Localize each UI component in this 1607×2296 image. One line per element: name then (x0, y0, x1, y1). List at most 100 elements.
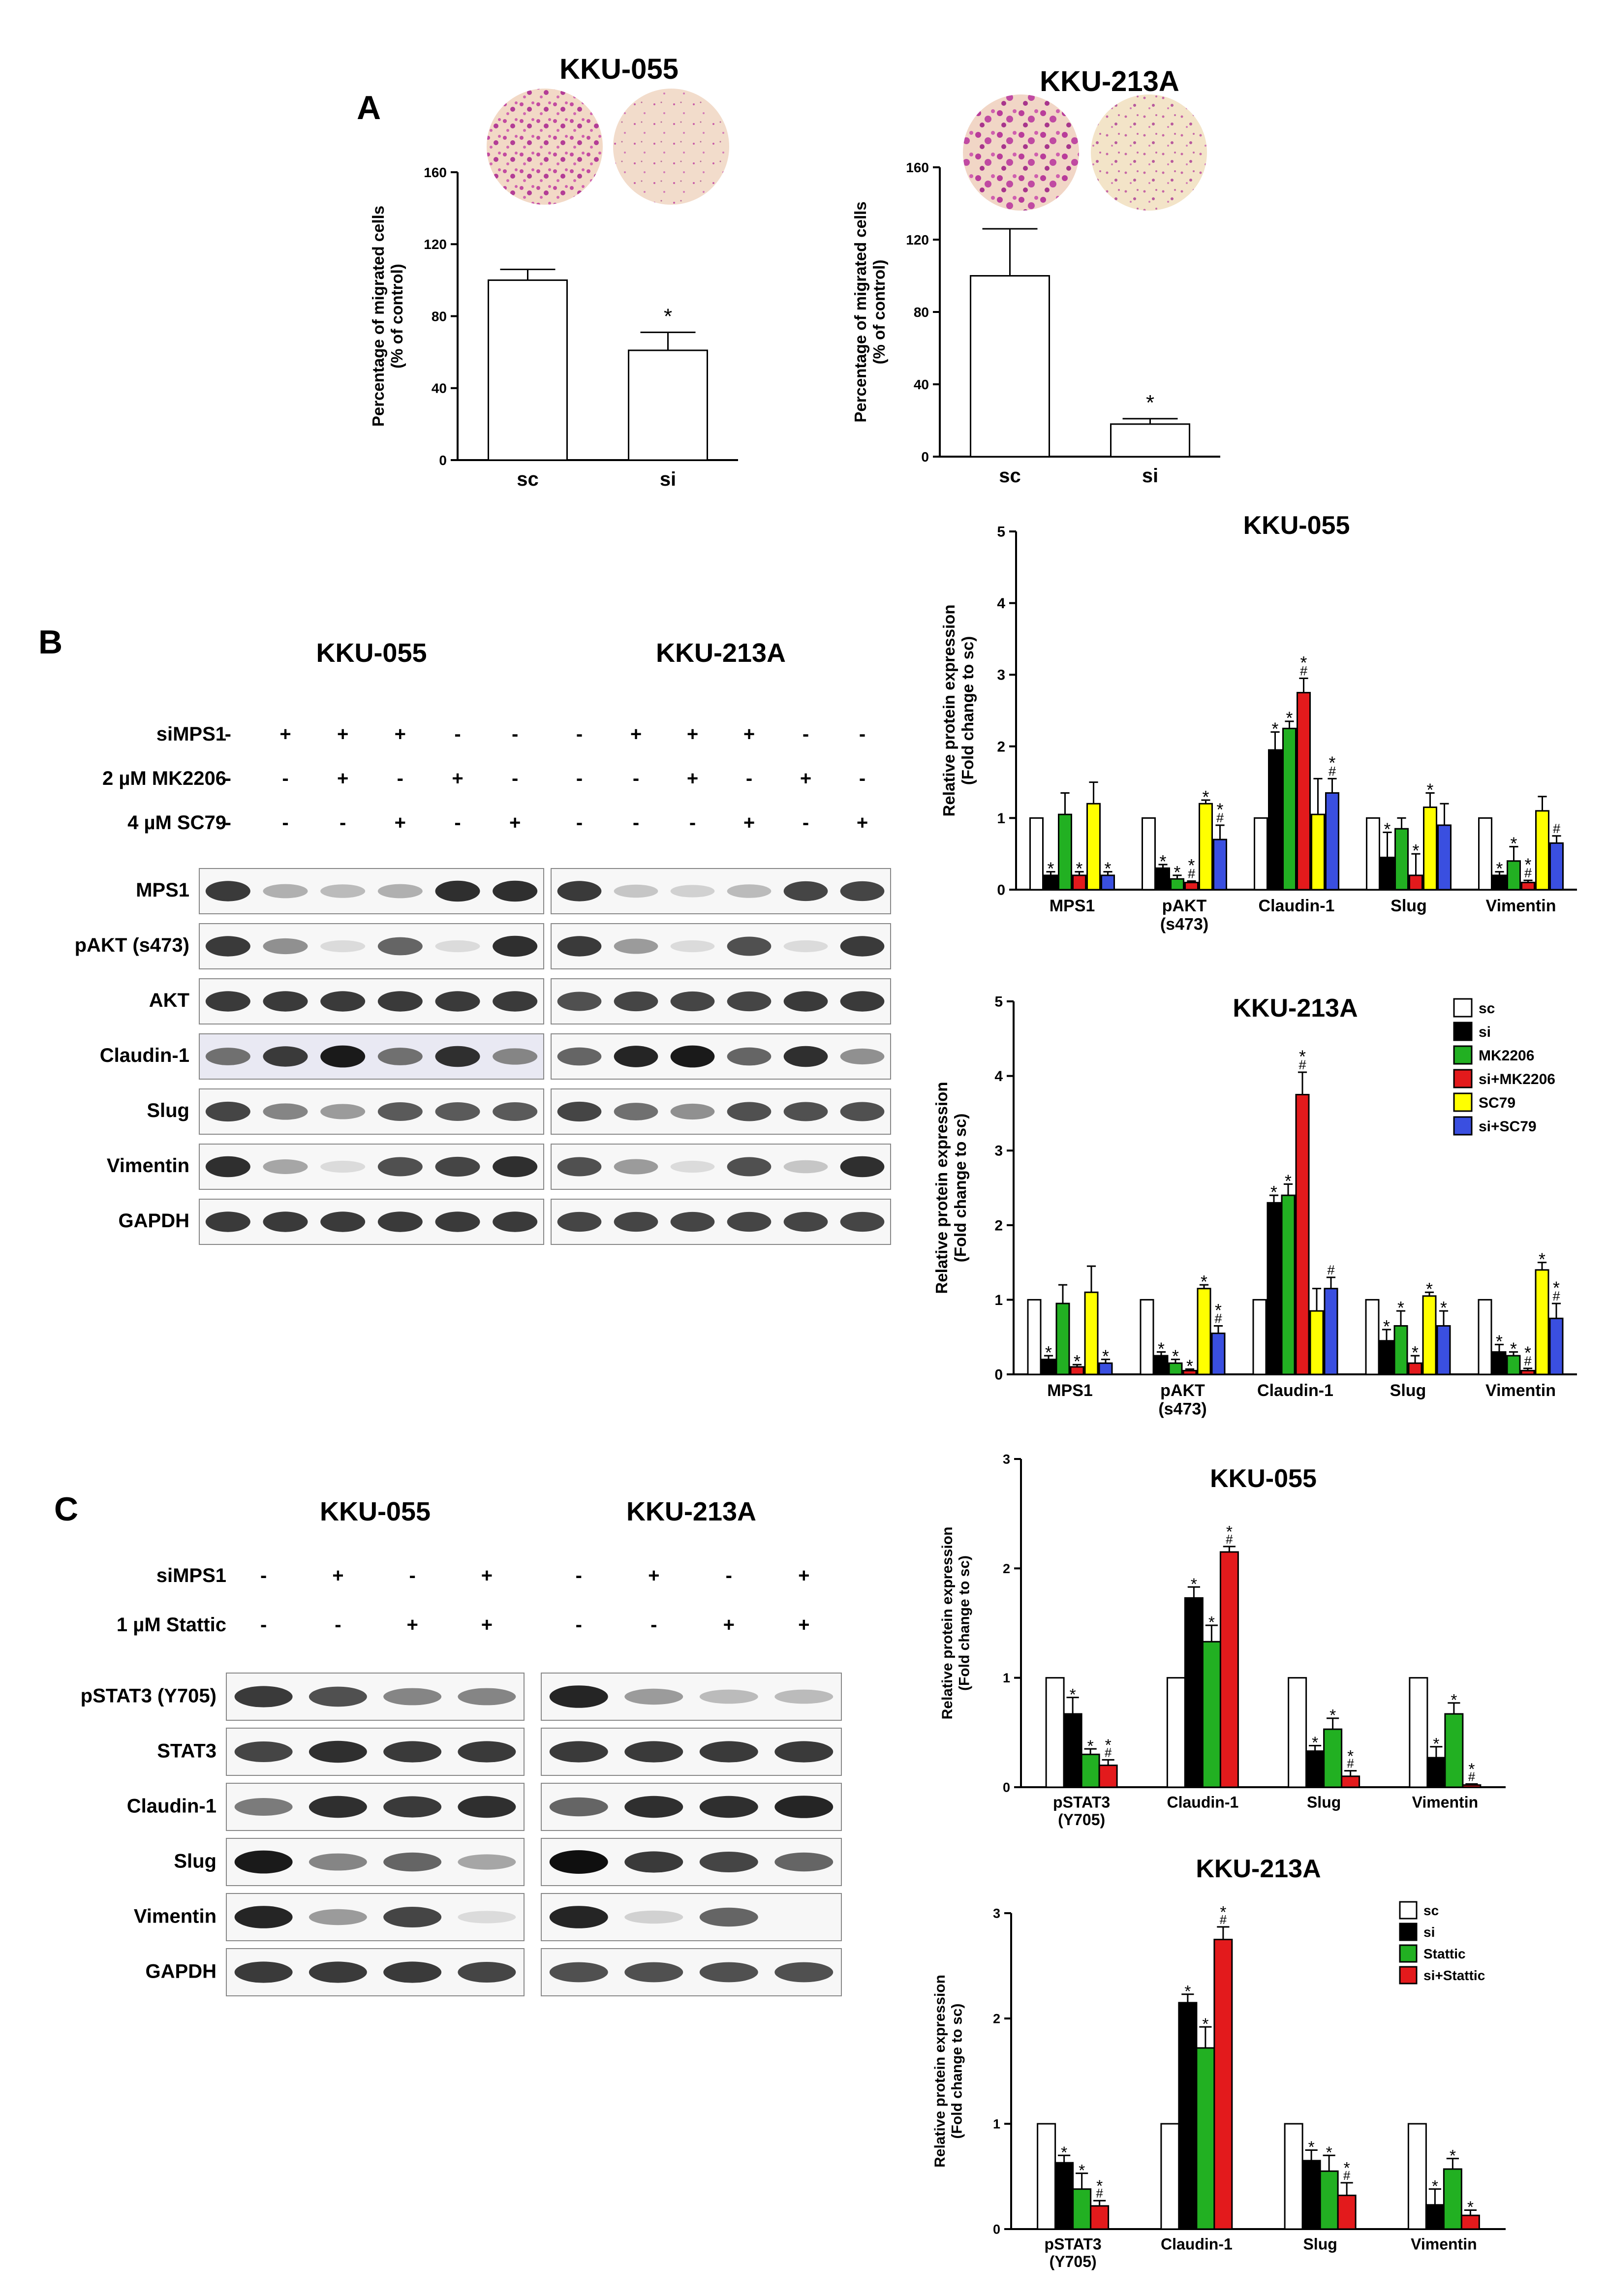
significance-mark: * (1432, 2177, 1438, 2196)
significance-mark: * (1347, 1747, 1354, 1766)
blot-band (458, 1688, 516, 1706)
bar (1098, 1362, 1113, 1375)
blot-band (624, 1741, 683, 1763)
chart-b-kku055: KKU-055 0 1 2 3 4 5 Relative protein expression… (940, 511, 1577, 934)
treatment-sign: - (576, 723, 583, 745)
treatment-sign: - (225, 768, 231, 789)
significance-mark: # (1300, 663, 1307, 678)
significance-mark: * (1186, 1356, 1193, 1376)
treatment-label: 4 µM SC79 (127, 812, 226, 834)
category-label: (s473) (1160, 915, 1208, 934)
blot-band (840, 936, 885, 957)
chart-title: KKU-055 (1243, 511, 1350, 540)
blot-band (774, 1852, 834, 1872)
blot-band (377, 1102, 423, 1121)
blot-band (614, 1159, 658, 1175)
blot-band (234, 1850, 293, 1874)
significance-mark: # (1214, 1310, 1222, 1326)
blot-band (614, 1046, 658, 1067)
bar (1407, 2123, 1427, 2230)
category-label: Slug (1303, 2235, 1337, 2253)
significance-mark: * (1096, 2177, 1103, 2195)
blot-label: MPS1 (136, 879, 189, 901)
y-axis-label-line: Relative protein expression (940, 605, 958, 817)
blot-strip (199, 868, 544, 914)
y-tick-label: 1 (1003, 1671, 1010, 1685)
legend-label: SC79 (1479, 1095, 1515, 1111)
blot-band (458, 1796, 516, 1818)
blot-band (557, 1047, 602, 1066)
bar (1425, 2204, 1445, 2230)
significance-mark: * (1146, 391, 1154, 415)
blot-band (320, 884, 366, 898)
bar (1219, 1551, 1239, 1788)
significance-mark: # (1343, 2169, 1351, 2183)
bar (1311, 813, 1325, 891)
treatment-sign: + (406, 1614, 418, 1636)
significance-mark: * (1158, 1339, 1165, 1359)
y-tick-label: 0 (993, 2222, 1000, 2236)
blot-label: Vimentin (134, 1906, 216, 1927)
significance-mark: * (1427, 780, 1434, 800)
blot-band (458, 1911, 516, 1924)
significance-mark: * (1553, 1278, 1560, 1298)
y-tick-label: 1 (994, 1292, 1003, 1308)
significance-mark: * (1270, 1182, 1277, 1202)
blot-band (263, 1046, 308, 1067)
blot-band (549, 1906, 608, 1928)
category-label: si (1142, 465, 1158, 487)
y-axis-label-line: (% of control) (870, 260, 888, 365)
cell-line-header: KKU-213A (626, 1497, 756, 1526)
bar (1140, 1299, 1154, 1375)
blot-band (727, 1047, 772, 1066)
blot-band (493, 1156, 538, 1178)
significance-mark: * (1308, 2139, 1315, 2157)
blot-band (435, 991, 480, 1012)
y-tick-label: 160 (424, 165, 447, 180)
y-tick-label: 4 (994, 1068, 1003, 1085)
blot-band (783, 991, 828, 1012)
bar (1422, 1295, 1437, 1375)
blot-band (435, 1046, 480, 1067)
blot-band (435, 1156, 480, 1177)
significance-mark: * (1208, 1613, 1215, 1632)
legend-label: MK2206 (1479, 1048, 1534, 1064)
significance-mark: * (1383, 1317, 1390, 1336)
blot-band (377, 1048, 423, 1065)
y-tick-label: 2 (994, 1217, 1003, 1234)
significance-mark: * (1539, 1250, 1545, 1270)
y-tick-label: 80 (432, 309, 447, 324)
chart-a-kku055: 0 40 80 120 160 Percentage of migrated cells(… (369, 165, 738, 490)
y-tick-label: 0 (994, 1367, 1003, 1383)
treatment-sign: + (648, 1565, 659, 1586)
category-label: (s473) (1158, 1400, 1206, 1419)
treatment-sign: - (859, 723, 865, 745)
blot-label: Slug (174, 1851, 216, 1872)
treatment-sign: + (279, 723, 291, 745)
y-axis-label-line: Relative protein expression (932, 1975, 948, 2168)
category-label: Slug (1307, 1794, 1341, 1811)
treatment-sign: - (397, 768, 403, 789)
blot-band (840, 1102, 885, 1121)
blot-band (493, 935, 538, 957)
bar (1213, 838, 1227, 891)
blot-band (557, 1101, 602, 1122)
significance-mark: # (1552, 1288, 1560, 1303)
category-label: Slug (1391, 897, 1427, 915)
y-tick-label: 80 (914, 305, 929, 320)
treatment-sign: - (282, 768, 288, 789)
blot-band (263, 1159, 308, 1174)
bar (1301, 2160, 1321, 2230)
blot-band (727, 884, 772, 898)
bar (1029, 817, 1044, 891)
significance-mark: # (1298, 1057, 1306, 1072)
treatment-sign: + (743, 723, 755, 745)
blot-label: AKT (149, 990, 189, 1011)
panel-label-b: B (38, 623, 62, 661)
bar (1549, 1317, 1564, 1375)
significance-mark: * (1467, 2199, 1474, 2217)
significance-mark: # (1216, 810, 1224, 825)
panel-a-title-kku055: KKU-055 (559, 53, 679, 85)
legend-swatch (1453, 1116, 1473, 1136)
legend-label: si (1479, 1024, 1491, 1040)
